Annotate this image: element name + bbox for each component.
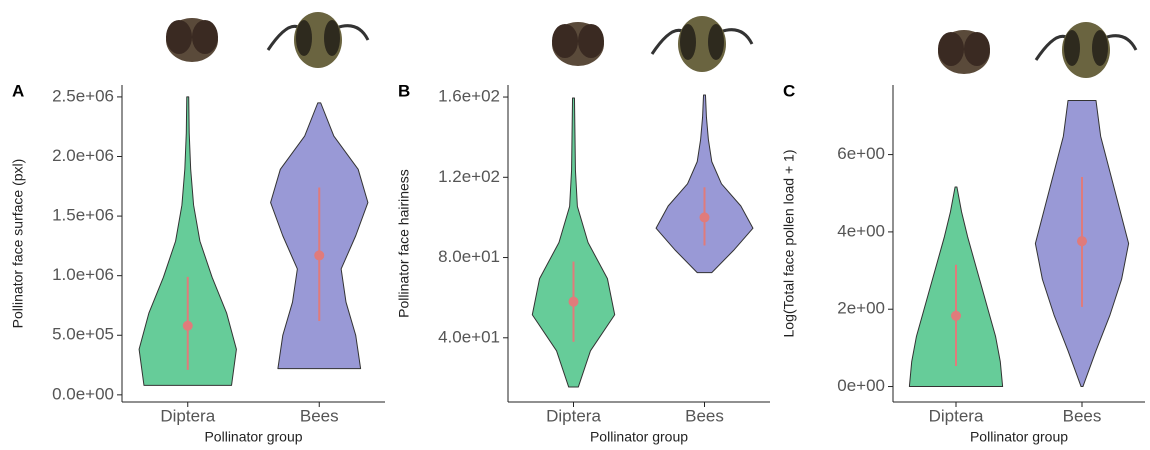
y-tick-label: 0.0e+00	[52, 384, 114, 403]
fly-head	[552, 22, 604, 66]
y-tick-label: 6e+00	[837, 144, 885, 163]
bee-head	[650, 16, 754, 72]
fly-head	[166, 18, 218, 62]
x-tick-label: Bees	[1063, 406, 1102, 425]
fly-head	[938, 30, 990, 74]
x-axis-title: Pollinator group	[590, 429, 688, 445]
x-tick-label: Bees	[685, 406, 724, 425]
x-tick-label: Diptera	[160, 406, 215, 425]
y-tick-label: 1.0e+06	[52, 265, 114, 284]
x-tick-label: Diptera	[929, 406, 984, 425]
y-tick-label: 1.5e+06	[52, 206, 114, 225]
panel-label: A	[12, 81, 24, 100]
y-axis-title: Log(Total face pollen load + 1)	[781, 150, 797, 338]
x-tick-label: Diptera	[546, 406, 601, 425]
y-axis-title: Pollinator face hairiness	[396, 169, 412, 318]
violin	[531, 97, 616, 388]
violin	[655, 94, 754, 274]
mean-point	[568, 296, 579, 307]
y-tick-label: 0e+00	[837, 376, 885, 395]
y-tick-label: 4.0e+01	[438, 327, 500, 346]
mean-point	[699, 212, 710, 223]
insect-photos	[166, 12, 1138, 78]
y-tick-label: 2.5e+06	[52, 86, 114, 105]
mean-point	[1077, 236, 1087, 247]
mean-point	[182, 320, 193, 331]
panel-label: B	[398, 81, 410, 100]
y-tick-label: 1.2e+02	[438, 167, 500, 186]
bee-head	[266, 12, 370, 68]
mean-point	[951, 310, 961, 321]
bee-head	[1034, 22, 1138, 78]
y-tick-label: 2.0e+06	[52, 146, 114, 165]
violin	[138, 96, 237, 386]
y-axis-title: Pollinator face surface (pxl)	[10, 159, 26, 329]
y-tick-label: 2e+00	[837, 299, 885, 318]
y-tick-label: 8.0e+01	[438, 247, 500, 266]
panel-label: C	[783, 81, 795, 100]
x-tick-label: Bees	[300, 406, 339, 425]
y-tick-label: 4e+00	[837, 221, 885, 240]
mean-point	[314, 250, 325, 261]
x-axis-title: Pollinator group	[204, 429, 302, 445]
y-tick-label: 5.0e+05	[52, 325, 114, 344]
x-axis-title: Pollinator group	[970, 429, 1068, 445]
y-tick-label: 1.6e+02	[438, 87, 500, 106]
